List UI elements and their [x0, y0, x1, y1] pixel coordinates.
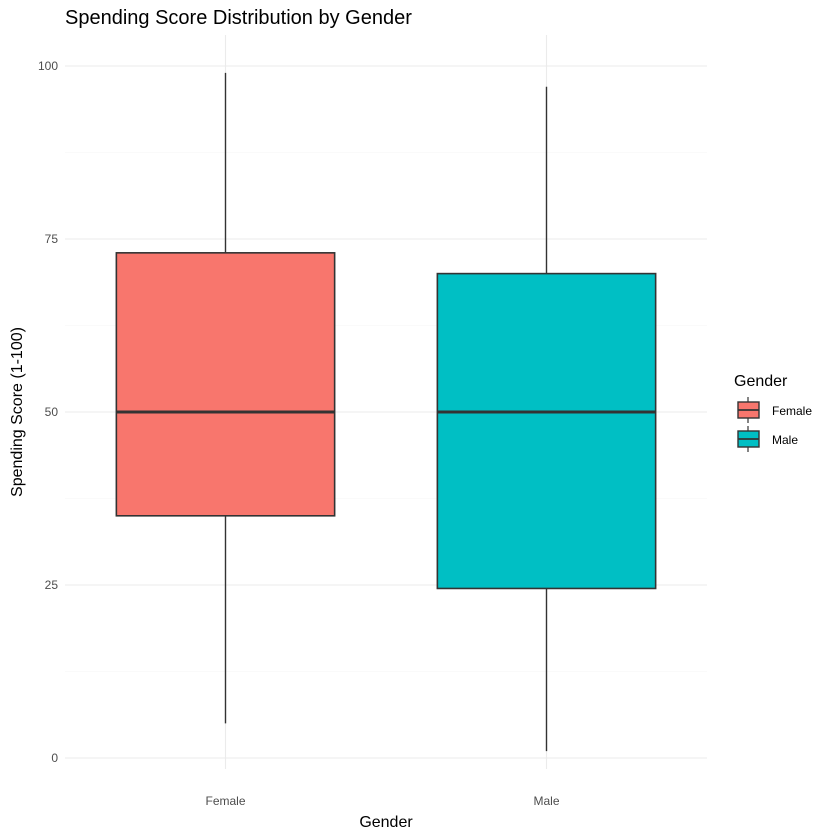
legend-label: Male — [772, 433, 798, 447]
iqr-box — [436, 272, 657, 590]
x-tick-label: Male — [533, 794, 559, 808]
y-tick-label: 25 — [45, 578, 59, 592]
y-axis-title: Spending Score (1-100) — [9, 327, 26, 497]
x-axis-ticks: Female Male — [205, 794, 559, 808]
y-tick-label: 100 — [38, 59, 58, 73]
box-male — [436, 86, 657, 752]
y-tick-label: 0 — [51, 751, 58, 765]
x-axis-title: Gender — [359, 814, 413, 831]
legend: Gender Female Male — [734, 373, 812, 452]
y-tick-label: 50 — [45, 405, 59, 419]
box-female — [115, 72, 336, 724]
x-tick-label: Female — [205, 794, 245, 808]
legend-label: Female — [772, 404, 812, 418]
legend-item-male: Male — [737, 426, 798, 452]
chart-title: Spending Score Distribution by Gender — [65, 7, 412, 29]
iqr-box — [115, 252, 336, 517]
boxes — [115, 72, 657, 752]
y-tick-label: 75 — [45, 232, 59, 246]
legend-item-female: Female — [737, 397, 812, 423]
legend-title: Gender — [734, 373, 788, 390]
y-axis-ticks: 0 25 50 75 100 — [38, 59, 58, 765]
